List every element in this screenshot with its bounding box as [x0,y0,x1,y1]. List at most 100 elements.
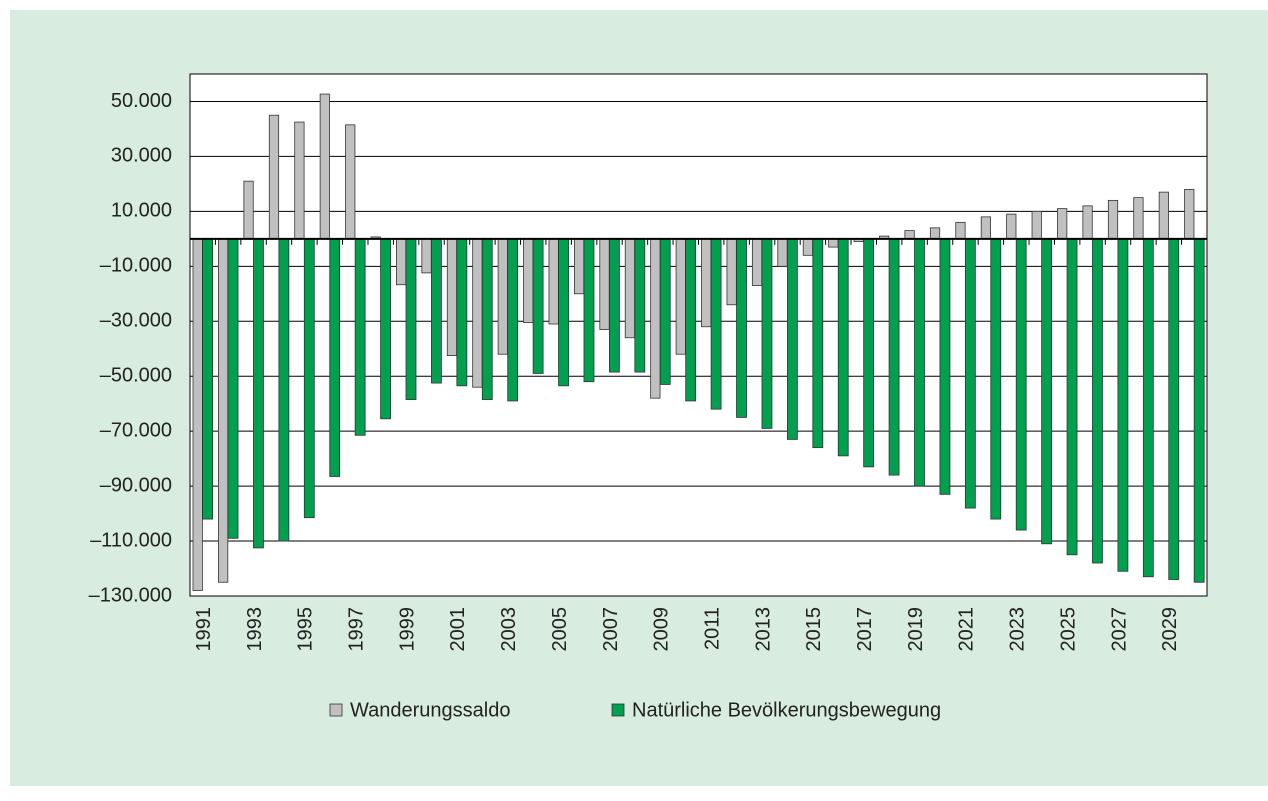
x-tick-label: 1991 [193,607,215,652]
bar [837,238,849,457]
bar [319,93,330,240]
x-tick-label: 2029 [1159,607,1181,652]
x-tick-label: 2013 [752,607,774,652]
bar [609,238,620,373]
bar [828,238,839,248]
bar [1041,238,1053,545]
bar [218,238,229,583]
bar [1133,197,1144,240]
bar [990,238,1002,520]
bar [1092,238,1103,564]
bar [303,238,315,519]
bar [431,238,442,384]
bar [1193,238,1205,583]
bar [888,238,900,476]
bar [573,238,585,295]
bar [761,238,773,429]
bar [421,238,432,274]
bar [650,238,661,399]
y-tick-label: –110.000 [90,529,172,551]
bar [812,238,824,449]
bar [268,114,280,240]
bar [1006,213,1017,240]
bar [345,124,356,240]
x-tick-label: 1993 [244,607,266,652]
bar [497,238,508,355]
bar [548,238,559,325]
x-tick-label: 2005 [549,607,571,652]
bar [329,238,341,477]
bar [227,238,239,539]
x-tick-label: 2017 [854,607,876,652]
x-tick-label: 1997 [346,607,368,652]
bar [405,238,417,400]
bar [202,238,214,520]
bar [1107,199,1119,240]
x-tick-label: 2015 [803,607,825,652]
y-tick-label: –70.000 [100,419,172,441]
bar [904,230,915,240]
x-tick-label: 2007 [600,607,622,652]
bar [1158,191,1169,240]
bar [980,216,991,240]
plot-area [190,74,1207,596]
bar [532,238,544,374]
x-tick-label: 2027 [1108,607,1130,652]
bar [481,238,493,400]
legend-swatch [329,703,343,717]
bar [964,238,976,509]
x-tick-label: 1999 [396,607,418,652]
bar [777,238,788,267]
bar [472,238,483,388]
bar [1057,208,1068,240]
bar [446,238,458,357]
x-tick-label: 2019 [905,607,927,652]
x-tick-label: 1995 [295,607,317,652]
bar [1066,238,1078,556]
bar [583,238,595,383]
bar [624,238,636,339]
bar [802,238,814,256]
bar [710,238,722,410]
y-tick-label: 30.000 [111,145,172,167]
bar [1082,205,1093,240]
bar [523,238,534,324]
bar [243,180,254,240]
y-tick-label: –50.000 [100,364,172,386]
bar [1142,238,1154,578]
bar [192,238,203,591]
bar [955,221,966,240]
y-tick-label: –130.000 [89,584,172,606]
bar [1168,238,1180,580]
bar [914,238,925,487]
bar [1015,238,1027,531]
legend-label: Natürliche Bevölkerungsbewegung [632,699,941,721]
bar [701,238,712,328]
y-tick-label: –90.000 [100,474,172,496]
x-tick-label: 2025 [1057,607,1079,652]
bar [751,238,763,286]
x-tick-label: 2009 [651,607,673,652]
x-tick-label: 2011 [701,607,723,650]
bar [558,238,569,387]
plot-border [189,73,1208,597]
y-tick-label: –10.000 [100,255,172,277]
bar [685,238,697,402]
bar [1117,238,1129,572]
bar [675,238,686,355]
legend-label: Wanderungssaldo [350,699,510,721]
bar [253,238,264,549]
bar [1031,210,1042,240]
x-tick-label: 2003 [498,607,520,652]
bar [380,238,391,420]
bar [863,238,875,468]
bar [507,238,519,402]
bar [736,238,747,418]
bar [599,238,610,330]
bar [929,227,941,240]
bar [939,238,951,495]
bar [726,238,737,306]
y-tick-label: 50.000 [111,90,172,112]
bar [354,238,366,436]
